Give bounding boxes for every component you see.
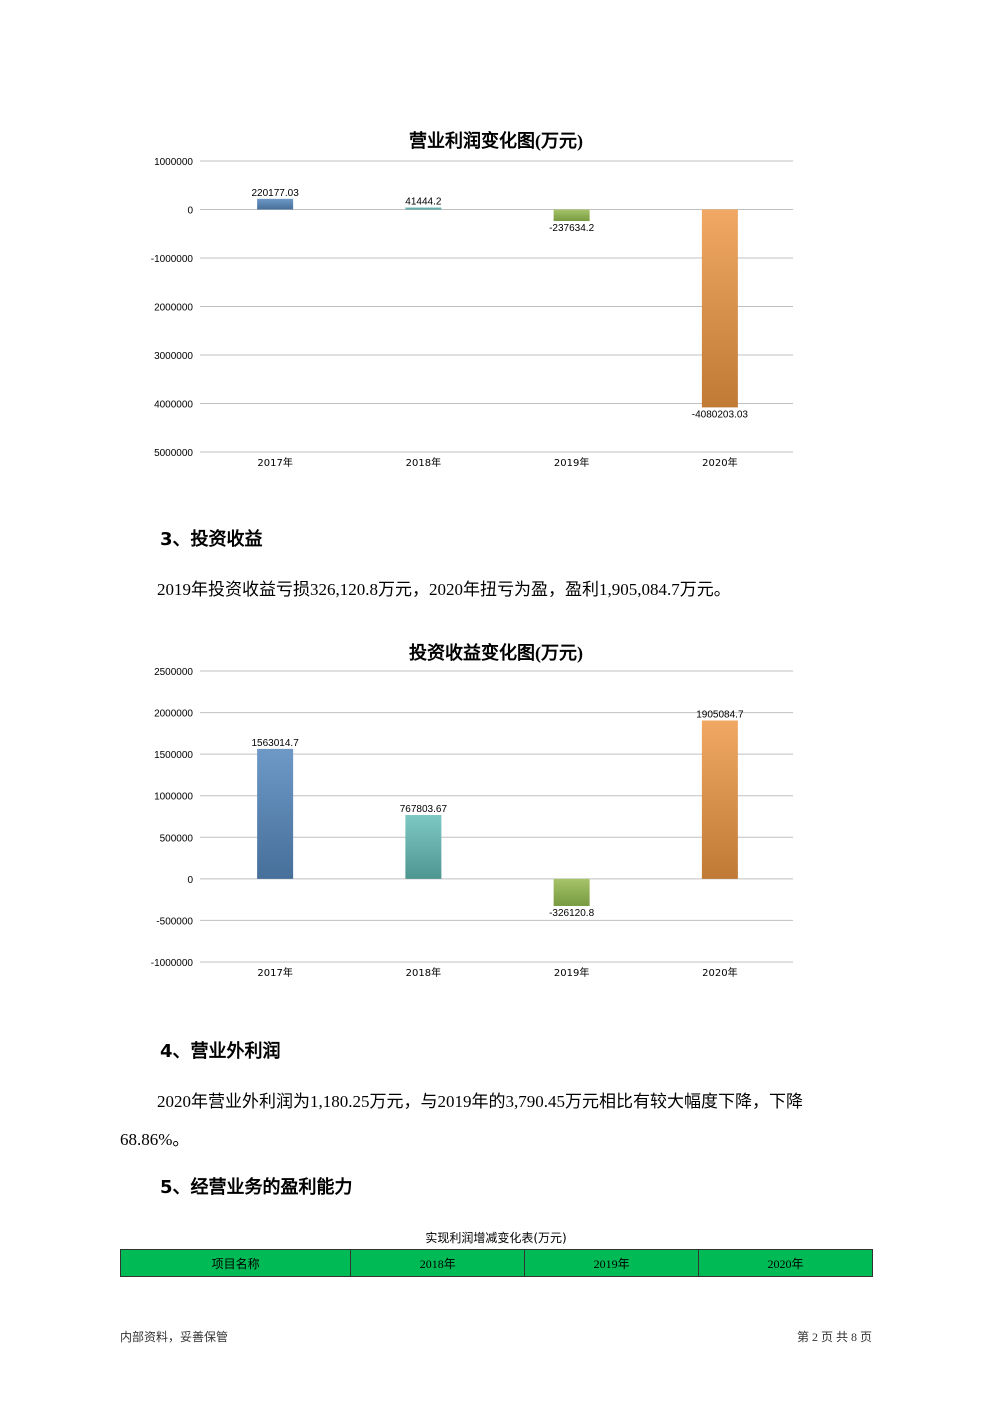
x-tick-label: 2018年	[406, 456, 441, 469]
bar	[553, 209, 590, 222]
x-tick-label: 2020年	[702, 966, 737, 979]
bar	[701, 720, 738, 879]
bar	[257, 198, 294, 210]
x-tick-label: 2019年	[554, 456, 589, 469]
investment-income-chart: 2500000 2000000 1500000 1000000 500000 0 -5000…	[151, 667, 793, 979]
bar	[257, 748, 294, 879]
profit-table: 项目名称 2018年 2019年 2020年	[119, 1249, 873, 1277]
bar	[701, 209, 738, 408]
table-caption: 实现利润增减变化表(万元)	[425, 1231, 567, 1245]
table-header-cell: 2019年	[524, 1249, 700, 1277]
y-tick-label: -1000000	[151, 958, 194, 969]
data-label: 1563014.7	[251, 738, 299, 749]
section-heading: 3、投资收益	[160, 529, 263, 550]
x-tick-label: 2019年	[554, 966, 589, 979]
paragraph: 2020年营业外利润为1,180.25万元，与2019年的3,790.45万元相…	[157, 1092, 803, 1111]
data-label: 41444.2	[405, 196, 442, 207]
table-header-row: 项目名称 2018年 2019年 2020年	[119, 1249, 873, 1277]
y-tick-label: 1500000	[154, 750, 193, 761]
chart-title: 营业利润变化图(万元)	[409, 131, 583, 151]
x-tick-label: 2017年	[257, 456, 292, 469]
data-label: -326120.8	[549, 908, 594, 919]
y-tick-label: 500000	[160, 833, 194, 844]
y-tick-label: 2500000	[154, 667, 193, 678]
data-label: -4080203.03	[692, 409, 749, 420]
y-tick-label: -1000000	[151, 254, 194, 265]
operating-profit-chart: 1000000 0 -1000000 2000000 3000000 4000000 500…	[151, 157, 793, 469]
y-tick-label: 5000000	[154, 448, 193, 459]
section-heading: 5、经营业务的盈利能力	[160, 1177, 353, 1198]
y-tick-label: 4000000	[154, 400, 193, 411]
paragraph: 68.86%。	[120, 1130, 190, 1149]
x-tick-label: 2020年	[702, 456, 737, 469]
y-tick-label: 0	[187, 875, 193, 886]
footer-note: 内部资料，妥善保管	[120, 1330, 229, 1344]
y-tick-label: 0	[187, 206, 193, 217]
table-header-cell: 2018年	[350, 1249, 526, 1277]
page-number: 第 2 页 共 8 页	[796, 1330, 872, 1344]
data-label: -237634.2	[549, 223, 594, 234]
y-tick-label: 1000000	[154, 792, 193, 803]
y-tick-label: 1000000	[154, 157, 193, 168]
data-label: 1905084.7	[696, 709, 744, 720]
data-label: 220177.03	[251, 188, 299, 199]
table-header-cell: 项目名称	[119, 1249, 352, 1277]
paragraph: 2019年投资收益亏损326,120.8万元，2020年扭亏为盈，盈利1,905…	[157, 580, 731, 599]
chart-title: 投资收益变化图(万元)	[409, 643, 583, 663]
x-tick-label: 2017年	[257, 966, 292, 979]
bar	[405, 815, 442, 879]
y-tick-label: -500000	[156, 916, 193, 927]
y-tick-label: 2000000	[154, 303, 193, 314]
bar	[553, 878, 590, 906]
y-tick-label: 3000000	[154, 351, 193, 362]
y-tick-label: 2000000	[154, 709, 193, 720]
section-heading: 4、营业外利润	[160, 1041, 281, 1062]
table-header-cell: 2020年	[698, 1249, 873, 1277]
bar	[405, 207, 442, 210]
data-label: 767803.67	[400, 804, 448, 815]
x-tick-label: 2018年	[406, 966, 441, 979]
